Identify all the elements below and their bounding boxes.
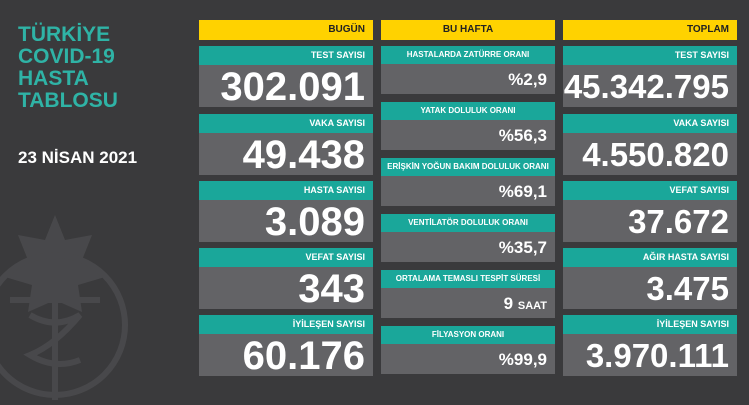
stat-label: VENTİLATÖR DOLULUK ORANI [381, 214, 555, 232]
stat-value: 3.089 [199, 200, 373, 242]
title-line: TABLOSU [18, 89, 118, 112]
title-line: COVID-19 [18, 45, 115, 68]
week-filiation-card: FİLYASYON ORANI %99,9 [381, 326, 555, 374]
stat-label: TEST SAYISI [563, 46, 737, 65]
today-death-card: VEFAT SAYISI 343 [199, 248, 373, 309]
week-ventilator-card: VENTİLATÖR DOLULUK ORANI %35,7 [381, 214, 555, 262]
total-case-card: VAKA SAYISI 4.550.820 [563, 114, 737, 175]
stat-value: %35,7 [381, 232, 555, 262]
stat-label: VAKA SAYISI [563, 114, 737, 133]
stat-label: ORTALAMA TEMASLI TESPİT SÜRESİ [381, 270, 555, 288]
stat-label: TEST SAYISI [199, 46, 373, 65]
stat-label: HASTALARDA ZATÜRRE ORANI [381, 46, 555, 64]
stat-label: İYİLEŞEN SAYISI [563, 315, 737, 334]
ministry-emblem-icon [0, 215, 128, 400]
stat-value: %2,9 [381, 64, 555, 94]
stat-number: %35,7 [498, 238, 547, 257]
stat-number: 9 [503, 294, 514, 313]
today-column: BUGÜN TEST SAYISI 302.091 VAKA SAYISI 49… [199, 20, 373, 376]
stat-value: 49.438 [199, 133, 373, 175]
stat-value: 60.176 [199, 334, 373, 376]
dashboard-title: TÜRKİYE COVID-19 HASTA TABLOSU [18, 24, 118, 112]
stat-label: VEFAT SAYISI [563, 181, 737, 200]
title-line: HASTA [18, 67, 89, 90]
total-critical-card: AĞIR HASTA SAYISI 3.475 [563, 248, 737, 309]
stat-value: %69,1 [381, 176, 555, 206]
week-pneumonia-card: HASTALARDA ZATÜRRE ORANI %2,9 [381, 46, 555, 94]
total-test-card: TEST SAYISI 45.342.795 [563, 46, 737, 107]
stat-label: AĞIR HASTA SAYISI [563, 248, 737, 267]
today-recovered-card: İYİLEŞEN SAYISI 60.176 [199, 315, 373, 376]
stat-number: %2,9 [508, 70, 547, 89]
stat-value: 302.091 [199, 65, 373, 107]
stat-value: 4.550.820 [563, 133, 737, 175]
total-death-card: VEFAT SAYISI 37.672 [563, 181, 737, 242]
title-line: TÜRKİYE [18, 23, 111, 46]
stat-number: %69,1 [498, 182, 547, 201]
today-patient-card: HASTA SAYISI 3.089 [199, 181, 373, 242]
week-icu-occupancy-card: ERİŞKİN YOĞUN BAKIM DOLULUK ORANI %69,1 [381, 158, 555, 206]
week-bed-occupancy-card: YATAK DOLULUK ORANI %56,3 [381, 102, 555, 150]
report-date: 23 NİSAN 2021 [18, 148, 138, 167]
week-contact-time-card: ORTALAMA TEMASLI TESPİT SÜRESİ 9 SAAT [381, 270, 555, 318]
stat-unit: SAAT [517, 300, 547, 312]
today-test-card: TEST SAYISI 302.091 [199, 46, 373, 107]
stat-label: İYİLEŞEN SAYISI [199, 315, 373, 334]
stat-label: YATAK DOLULUK ORANI [381, 102, 555, 120]
stat-value: 37.672 [563, 200, 737, 242]
stat-number: %56,3 [498, 126, 547, 145]
today-case-card: VAKA SAYISI 49.438 [199, 114, 373, 175]
total-column: TOPLAM TEST SAYISI 45.342.795 VAKA SAYIS… [563, 20, 737, 376]
stat-value: 45.342.795 [563, 65, 737, 107]
stat-label: ERİŞKİN YOĞUN BAKIM DOLULUK ORANI [381, 158, 555, 176]
stat-label: HASTA SAYISI [199, 181, 373, 200]
stat-label: VAKA SAYISI [199, 114, 373, 133]
stat-label: VEFAT SAYISI [199, 248, 373, 267]
stat-value: %99,9 [381, 344, 555, 374]
today-header: BUGÜN [199, 20, 373, 40]
stat-label: FİLYASYON ORANI [381, 326, 555, 344]
stat-value: 3.970.111 [563, 334, 737, 376]
week-column: BU HAFTA HASTALARDA ZATÜRRE ORANI %2,9 Y… [381, 20, 555, 374]
total-header: TOPLAM [563, 20, 737, 40]
stat-number: %99,9 [498, 350, 547, 369]
week-header: BU HAFTA [381, 20, 555, 40]
stat-value: 9 SAAT [381, 288, 555, 318]
stat-value: 343 [199, 267, 373, 309]
stat-value: %56,3 [381, 120, 555, 150]
total-recovered-card: İYİLEŞEN SAYISI 3.970.111 [563, 315, 737, 376]
stat-value: 3.475 [563, 267, 737, 309]
